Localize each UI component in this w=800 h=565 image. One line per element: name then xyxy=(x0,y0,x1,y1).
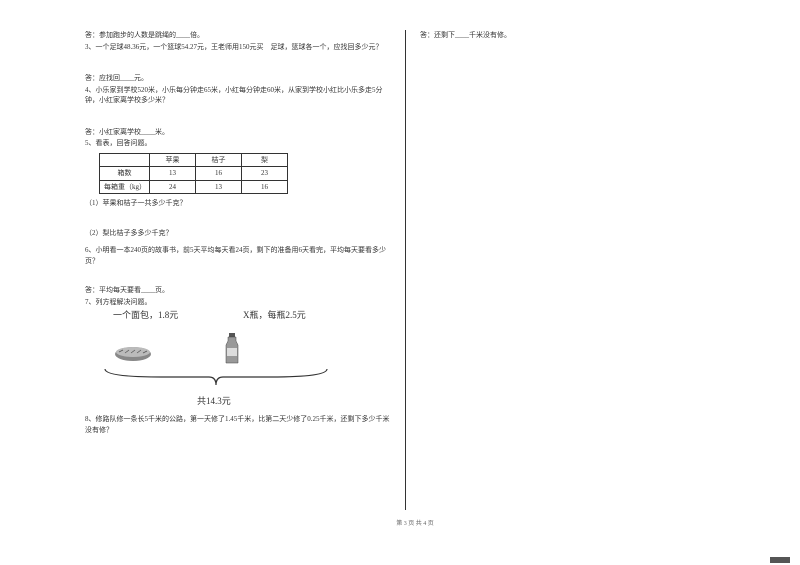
table-row: 箱数 13 16 23 xyxy=(100,167,288,181)
q3-answer: 答：应找回____元。 xyxy=(85,73,395,84)
bread-label: 一个面包，1.8元 xyxy=(113,309,178,323)
page-footer: 第 3 页 共 4 页 xyxy=(85,518,745,527)
column-divider xyxy=(405,30,406,510)
table-cell: 苹果 xyxy=(150,153,196,167)
equation-figure: 一个面包，1.8元 X瓶，每瓶2.5元 共14.3元 xyxy=(85,309,395,414)
table-cell: 24 xyxy=(150,180,196,194)
bottle-label: X瓶，每瓶2.5元 xyxy=(243,309,306,323)
table-cell: 23 xyxy=(242,167,288,181)
table-row: 苹果 桔子 梨 xyxy=(100,153,288,167)
table-cell: 箱数 xyxy=(100,167,150,181)
right-column: 答：还剩下____千米没有修。 xyxy=(420,30,730,42)
exam-page: 答：参加跑步的人数是跳绳的____倍。 3、一个足球48.36元，一个篮球54.… xyxy=(85,30,745,535)
table-cell: 13 xyxy=(150,167,196,181)
q6-answer: 答：平均每天要看____页。 xyxy=(85,285,395,296)
table-cell xyxy=(100,153,150,167)
table-cell: 每箱重（kg） xyxy=(100,180,150,194)
q6-text: 6、小明看一本240页的故事书，前5天平均每天看24页，剩下的准备用6天看完，平… xyxy=(85,245,395,266)
corner-mark xyxy=(770,557,790,563)
q8-text: 8、修路队修一条长5千米的公路，第一天修了1.45千米，比第二天少修了0.25千… xyxy=(85,414,395,435)
bread-icon xyxy=(113,345,153,363)
q4-text: 4、小乐家到学校520米，小乐每分钟走65米，小红每分钟走60米，从家到学校小红… xyxy=(85,85,395,106)
total-label: 共14.3元 xyxy=(197,395,231,409)
q4-answer: 答：小红家离学校____米。 xyxy=(85,127,395,138)
q5-sub2: （2）梨比桔子多多少千克？ xyxy=(85,228,395,239)
q8-answer: 答：还剩下____千米没有修。 xyxy=(420,30,730,41)
data-table: 苹果 桔子 梨 箱数 13 16 23 每箱重（kg） 24 13 16 xyxy=(99,153,288,195)
q3-text: 3、一个足球48.36元，一个篮球54.27元，王老师用150元买 足球，篮球各… xyxy=(85,42,395,53)
table-cell: 梨 xyxy=(242,153,288,167)
table-cell: 13 xyxy=(196,180,242,194)
q5-text: 5、看表，回答问题。 xyxy=(85,138,395,149)
table-cell: 16 xyxy=(196,167,242,181)
q2-answer: 答：参加跑步的人数是跳绳的____倍。 xyxy=(85,30,395,41)
table-cell: 桔子 xyxy=(196,153,242,167)
table-row: 每箱重（kg） 24 13 16 xyxy=(100,180,288,194)
q7-text: 7、列方程解决问题。 xyxy=(85,297,395,308)
q5-sub1: （1）苹果和桔子一共多少千克？ xyxy=(85,198,395,209)
table-cell: 16 xyxy=(242,180,288,194)
bottle-icon xyxy=(223,333,241,365)
brace-icon xyxy=(101,367,331,387)
left-column: 答：参加跑步的人数是跳绳的____倍。 3、一个足球48.36元，一个篮球54.… xyxy=(85,30,395,436)
